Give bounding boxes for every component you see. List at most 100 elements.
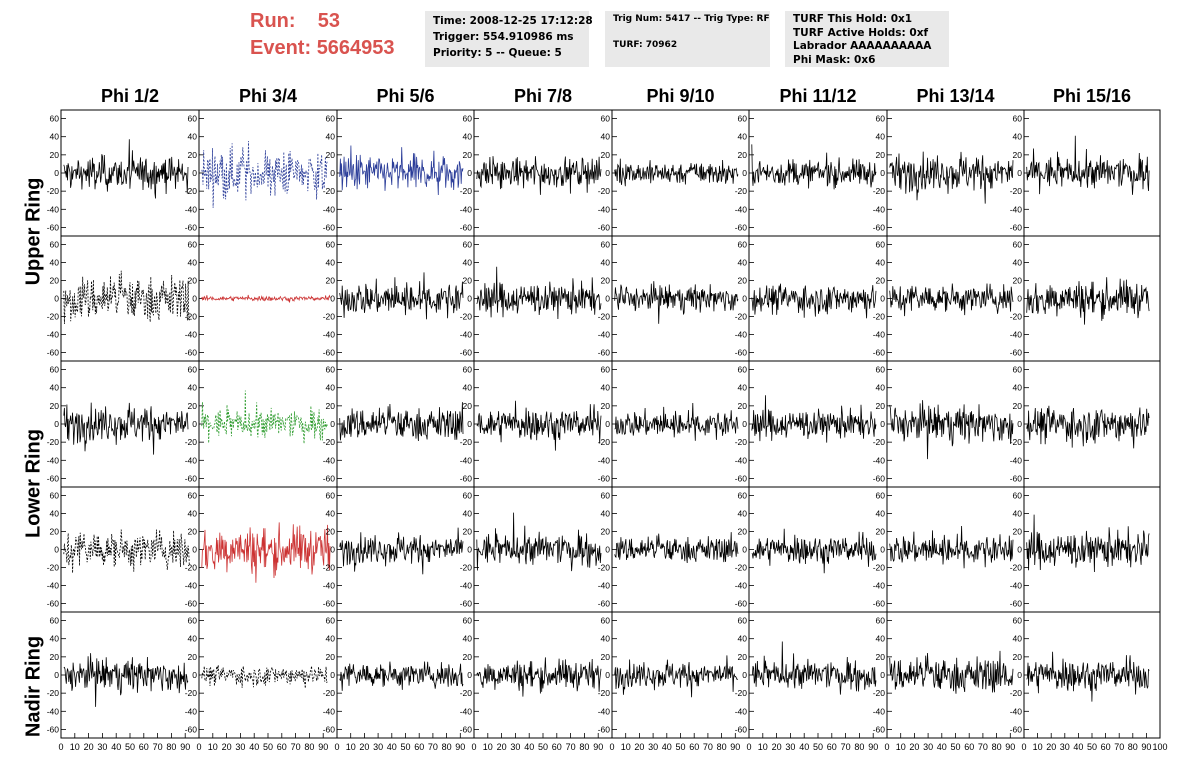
y-tick-label: -60 <box>185 724 198 734</box>
x-tick-label: 10 <box>70 742 80 752</box>
y-tick-label: 20 <box>738 401 748 411</box>
y-tick-label: -60 <box>735 222 748 232</box>
x-tick-label: 60 <box>414 742 424 752</box>
y-tick-label: -60 <box>598 473 611 483</box>
y-tick-label: 0 <box>1017 545 1022 555</box>
y-tick-label: -60 <box>598 599 611 609</box>
x-tick-label: 0 <box>746 742 751 752</box>
y-tick-label: 60 <box>188 240 198 250</box>
y-tick-label: -60 <box>323 473 336 483</box>
y-tick-label: 60 <box>50 240 60 250</box>
y-tick-label: 20 <box>876 150 886 160</box>
y-tick-label: -60 <box>460 348 473 358</box>
y-tick-label: 60 <box>876 491 886 501</box>
y-tick-label: -40 <box>460 204 473 214</box>
y-tick-label: -60 <box>598 222 611 232</box>
y-tick-label: 20 <box>326 527 336 537</box>
y-tick-label: 0 <box>880 545 885 555</box>
y-tick-label: -60 <box>1010 599 1023 609</box>
y-tick-label: 40 <box>738 132 748 142</box>
y-tick-label: 40 <box>50 634 60 644</box>
y-tick-label: -20 <box>460 186 473 196</box>
x-tick-label: 20 <box>634 742 644 752</box>
y-tick-label: -40 <box>47 581 60 591</box>
y-tick-label: 40 <box>876 383 886 393</box>
waveform-trace <box>1026 514 1150 573</box>
y-tick-label: -20 <box>735 437 748 447</box>
time-text: Time: 2008-12-25 17:12:28 <box>433 15 593 27</box>
y-tick-label: 40 <box>601 634 611 644</box>
x-tick-label: 10 <box>621 742 631 752</box>
y-tick-label: 20 <box>601 527 611 537</box>
y-tick-label: 40 <box>738 383 748 393</box>
trig-num-text: Trig Num: 5417 -- Trig Type: RF <box>613 14 770 24</box>
y-tick-label: -20 <box>873 688 886 698</box>
waveform-trace <box>339 527 464 575</box>
y-tick-label: -60 <box>735 724 748 734</box>
y-tick-label: 60 <box>601 616 611 626</box>
y-tick-label: 40 <box>463 383 473 393</box>
x-tick-label: 70 <box>1114 742 1124 752</box>
waveform-trace <box>1026 135 1150 195</box>
y-tick-label: 60 <box>876 616 886 626</box>
x-tick-label: 60 <box>689 742 699 752</box>
x-tick-label: 0 <box>471 742 476 752</box>
x-tick-label: 60 <box>139 742 149 752</box>
x-tick-label: 10 <box>483 742 493 752</box>
y-tick-label: -20 <box>323 563 336 573</box>
y-tick-label: -60 <box>47 724 60 734</box>
y-tick-label: 40 <box>876 258 886 268</box>
y-tick-label: 40 <box>188 383 198 393</box>
labrador-text: Labrador AAAAAAAAAA <box>793 40 932 52</box>
y-tick-label: 40 <box>601 509 611 519</box>
x-tick-label: 80 <box>304 742 314 752</box>
y-tick-label: -60 <box>460 599 473 609</box>
y-tick-label: 40 <box>1013 509 1023 519</box>
y-tick-label: -60 <box>47 348 60 358</box>
y-tick-label: 60 <box>50 365 60 375</box>
y-tick-label: 40 <box>876 132 886 142</box>
event-value: 5664953 <box>316 37 395 59</box>
x-tick-label: 50 <box>950 742 960 752</box>
y-tick-label: 60 <box>1013 114 1023 124</box>
y-tick-label: 60 <box>601 491 611 501</box>
waveform-trace <box>339 272 464 320</box>
x-tick-label: 50 <box>675 742 685 752</box>
y-tick-label: -20 <box>735 688 748 698</box>
x-tick-label: 60 <box>827 742 837 752</box>
y-tick-label: -60 <box>735 473 748 483</box>
y-tick-label: 40 <box>1013 383 1023 393</box>
y-tick-label: -40 <box>735 204 748 214</box>
y-tick-label: 20 <box>188 150 198 160</box>
y-tick-label: 20 <box>326 652 336 662</box>
x-tick-label: 20 <box>1046 742 1056 752</box>
y-tick-label: -60 <box>598 724 611 734</box>
y-tick-label: -60 <box>873 348 886 358</box>
waveform-trace <box>614 402 739 441</box>
y-tick-label: 0 <box>605 168 610 178</box>
turf-active-text: TURF Active Holds: 0xf <box>793 26 929 39</box>
x-tick-label: 40 <box>387 742 397 752</box>
x-tick-label: 40 <box>937 742 947 752</box>
y-tick-label: 0 <box>1017 670 1022 680</box>
y-tick-label: 40 <box>188 132 198 142</box>
y-tick-label: 60 <box>188 365 198 375</box>
y-tick-label: 40 <box>50 383 60 393</box>
x-tick-label: 20 <box>359 742 369 752</box>
y-tick-label: -20 <box>323 186 336 196</box>
trigger-text: Trigger: 554.910986 ms <box>433 31 574 43</box>
waveform-trace <box>63 653 189 707</box>
y-tick-label: 0 <box>880 419 885 429</box>
y-tick-label: 60 <box>876 240 886 250</box>
x-tick-label: 50 <box>263 742 273 752</box>
phi-header-7: Phi 13/14 <box>916 86 995 106</box>
x-tick-label: 70 <box>978 742 988 752</box>
y-tick-label: 20 <box>601 150 611 160</box>
x-tick-label: 40 <box>111 742 121 752</box>
x-tick-label: 10 <box>346 742 356 752</box>
y-tick-label: 0 <box>880 294 885 304</box>
waveform-trace <box>201 390 328 444</box>
y-tick-label: 60 <box>1013 240 1023 250</box>
y-tick-label: 60 <box>463 365 473 375</box>
y-tick-label: 20 <box>601 276 611 286</box>
